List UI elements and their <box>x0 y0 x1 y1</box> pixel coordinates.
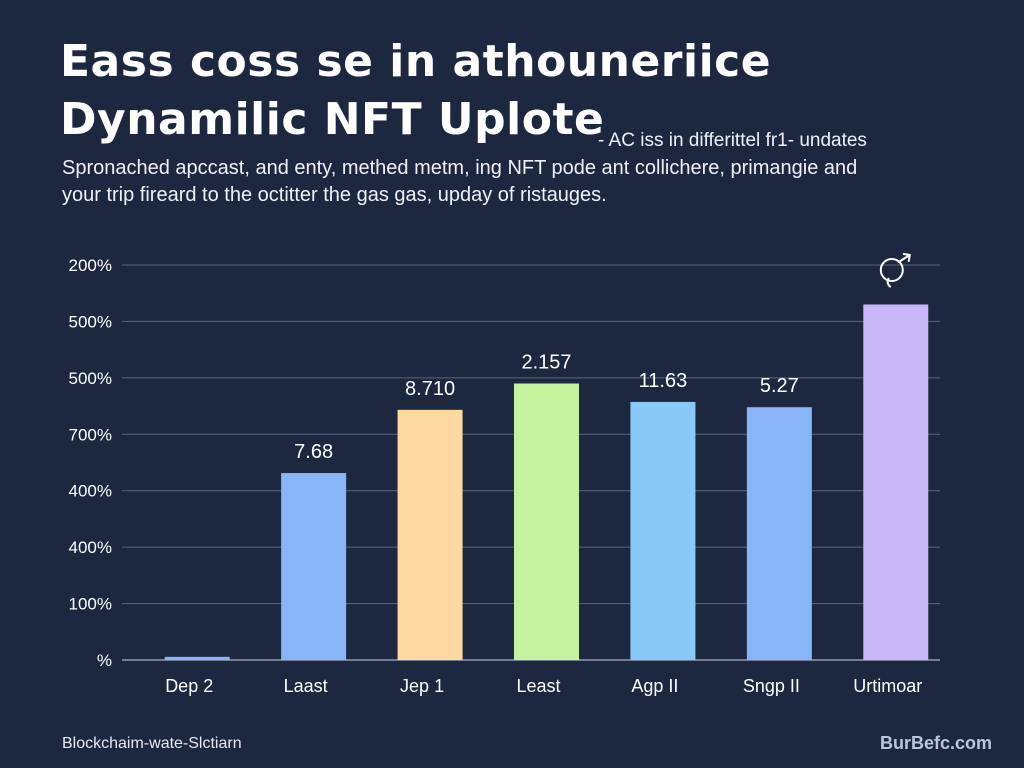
y-tick-label: 400% <box>69 538 112 557</box>
x-axis-categories: Dep 2 Laast Jep 1 Least Agp II Sngp II Urtimoa… <box>165 676 922 696</box>
subtitle-line-2: your trip fireard to the octitter the ga… <box>62 184 607 206</box>
side-note: - AC iss in differittel fr1- undates <box>598 130 867 151</box>
y-tick-label: 700% <box>69 425 112 444</box>
x-category-label: Urtimoar <box>853 676 922 696</box>
y-tick-label: % <box>97 651 112 670</box>
bar-least <box>514 383 579 660</box>
x-category-label: Laast <box>284 676 328 696</box>
bar-agp-ii <box>630 401 696 660</box>
chart-title-line-2: Dynamilic NFT Uplote <box>60 94 605 145</box>
footer-source: Blockchaim-wate-Slctiarn <box>62 735 242 752</box>
y-tick-label: 200% <box>69 256 112 275</box>
bar-value-label: 7.68 <box>294 441 333 463</box>
y-tick-label: 400% <box>69 482 112 501</box>
bar-laast <box>281 473 347 660</box>
y-tick-label: 100% <box>69 595 112 614</box>
y-tick-label: 500% <box>69 369 112 388</box>
annotation <box>879 253 911 288</box>
bar-value-label: 8.710 <box>405 378 455 400</box>
x-category-label: Jep 1 <box>400 676 444 696</box>
bar-dep-2 <box>164 656 230 660</box>
y-axis-ticks: % 100% 400% 400% 700% 500% 500% 200% <box>69 256 112 670</box>
bars <box>164 304 929 660</box>
x-category-label: Sngp II <box>743 676 800 696</box>
bar-urtimoar <box>863 304 929 660</box>
bar-value-label: 5.27 <box>760 375 799 397</box>
y-tick-label: 500% <box>69 312 112 331</box>
rocket-icon <box>879 253 911 288</box>
bar-value-label: 11.63 <box>639 370 688 392</box>
value-labels: 7.68 8.710 2.157 11.63 5.27 <box>294 352 799 464</box>
x-category-label: Least <box>516 676 560 696</box>
x-category-label: Agp II <box>631 676 678 696</box>
bar-sngp-ii <box>746 407 812 660</box>
x-category-label: Dep 2 <box>165 676 213 696</box>
bar-jep-1 <box>397 409 463 660</box>
chart-title-line-1: Eass coss se in athouneriice <box>60 36 772 87</box>
footer-brand: BurBefc.com <box>879 733 992 753</box>
subtitle-line-1: Spronached apccast, and enty, methed met… <box>62 157 858 179</box>
bar-value-label: 2.157 <box>521 352 571 374</box>
